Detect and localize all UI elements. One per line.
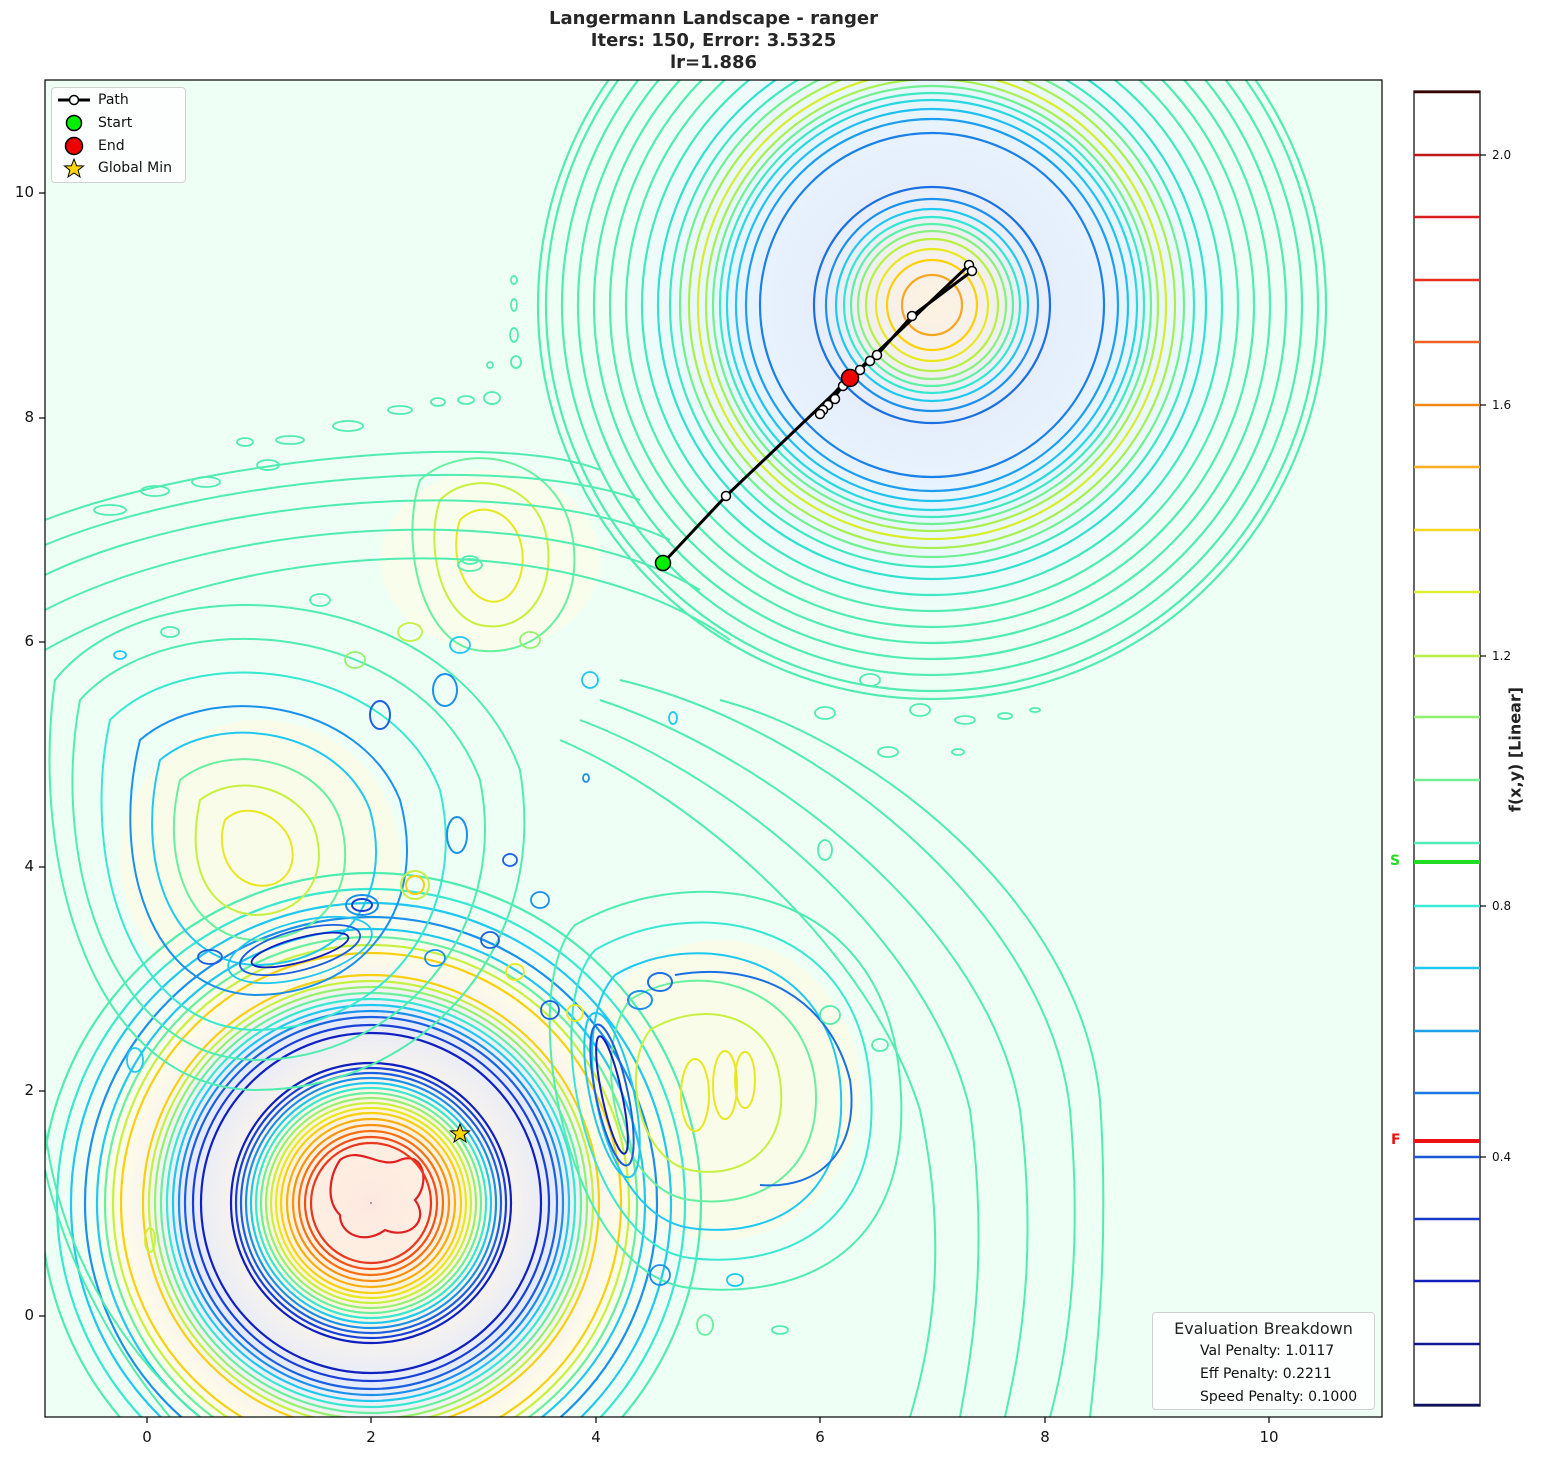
- title-line-3: lr=1.886: [669, 52, 758, 73]
- evaluation-breakdown-box: Evaluation Breakdown Val Penalty: 1.0117…: [1152, 1312, 1375, 1410]
- colorbar-label: f(x,y) [Linear]: [1505, 686, 1525, 813]
- val-penalty: Val Penalty: 1.0117: [1200, 1343, 1335, 1359]
- star-icon: [63, 157, 85, 179]
- eff-penalty: Eff Penalty: 0.2211: [1200, 1366, 1332, 1382]
- y-tick-label: 8: [24, 408, 34, 426]
- green-circle-icon: [65, 114, 83, 132]
- x-tick-label: 10: [1259, 1428, 1279, 1446]
- colorbar: [1413, 90, 1486, 1407]
- y-tick-label: 6: [24, 632, 34, 650]
- optimizer-path: [654, 259, 978, 572]
- colorbar-tick-label: 2.0: [1492, 148, 1512, 162]
- legend-item-global-min: Global Min: [52, 157, 172, 179]
- colorbar-tick-label: 1.6: [1492, 398, 1512, 412]
- legend-label-path: Path: [98, 92, 129, 108]
- title-line-1: Langermann Landscape - ranger: [549, 8, 878, 29]
- y-tick-label: 2: [24, 1081, 34, 1099]
- speed-penalty: Speed Penalty: 0.1000: [1200, 1389, 1358, 1405]
- end-marker: [840, 368, 860, 388]
- y-tick-label: 10: [14, 183, 34, 201]
- global-min-star-icon: [449, 1122, 471, 1144]
- contour-lines: [45, 80, 1382, 1417]
- x-tick-label: 8: [1040, 1428, 1050, 1446]
- path-line-icon: [58, 94, 90, 106]
- x-tick-label: 6: [815, 1428, 825, 1446]
- legend-item-end: End: [52, 135, 125, 157]
- plot-frame: [44, 79, 1383, 1418]
- chart-title: Langermann Landscape - ranger Iters: 150…: [45, 8, 1382, 74]
- start-value-label: S: [1390, 853, 1401, 869]
- legend-label-start: Start: [98, 115, 133, 131]
- legend-item-start: Start: [52, 112, 132, 134]
- legend-item-path: Path: [52, 89, 129, 111]
- colorbar-tick-label: 0.4: [1492, 1150, 1512, 1164]
- x-axis-ticks: [146, 1417, 1270, 1423]
- x-tick-label: 0: [142, 1428, 152, 1446]
- red-circle-icon: [64, 136, 84, 156]
- legend: Path Start End Global Min: [51, 87, 186, 183]
- colorbar-tick-label: 0.8: [1492, 899, 1512, 913]
- y-axis-ticks: [39, 192, 45, 1317]
- colorbar-tick-label: 1.2: [1492, 649, 1512, 663]
- legend-label-global-min: Global Min: [98, 160, 172, 176]
- y-tick-label: 4: [24, 857, 34, 875]
- y-tick-label: 0: [24, 1306, 34, 1324]
- x-tick-label: 2: [366, 1428, 376, 1446]
- start-marker: [654, 554, 672, 572]
- x-tick-label: 4: [591, 1428, 601, 1446]
- legend-label-end: End: [98, 138, 125, 154]
- title-line-2: Iters: 150, Error: 3.5325: [590, 30, 837, 51]
- evaluation-header: Evaluation Breakdown: [1174, 1319, 1353, 1338]
- final-value-label: F: [1391, 1132, 1401, 1148]
